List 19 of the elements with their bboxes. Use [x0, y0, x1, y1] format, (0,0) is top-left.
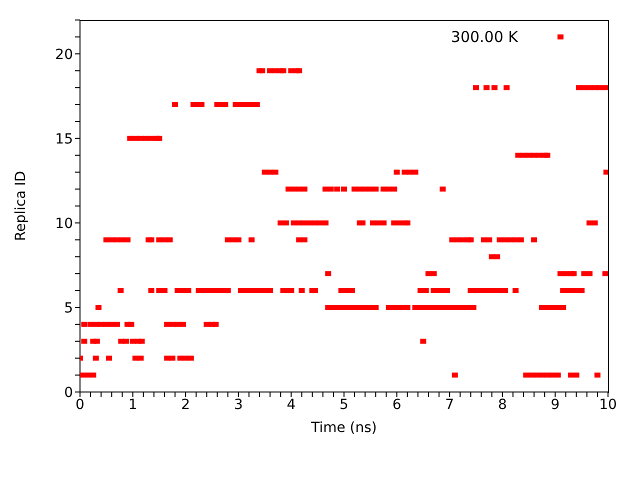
- x-axis-title: Time (ns): [310, 420, 377, 436]
- y-axis-title: Replica ID: [12, 170, 29, 242]
- x-tick-label: 4: [286, 396, 296, 413]
- x-tick-label: 6: [392, 396, 402, 413]
- y-tick-label: 10: [55, 216, 73, 232]
- x-tick-label: 3: [234, 396, 243, 413]
- y-tick-label: 0: [64, 384, 73, 401]
- x-tick-label: 10: [599, 396, 617, 413]
- x-tick-label: 0: [76, 396, 84, 413]
- x-tick-label: 8: [498, 396, 507, 413]
- x-tick-label: 5: [340, 396, 348, 413]
- y-tick-label: 20: [55, 46, 73, 63]
- y-tick-label: 15: [55, 131, 73, 148]
- annotation: 300.00 K: [450, 28, 518, 46]
- x-tick-label: 2: [181, 396, 190, 413]
- x-tick-label: 1: [128, 396, 138, 413]
- y-tick-label: 5: [64, 300, 73, 316]
- x-tick-label: 9: [550, 396, 560, 413]
- x-tick-label: 7: [445, 396, 454, 413]
